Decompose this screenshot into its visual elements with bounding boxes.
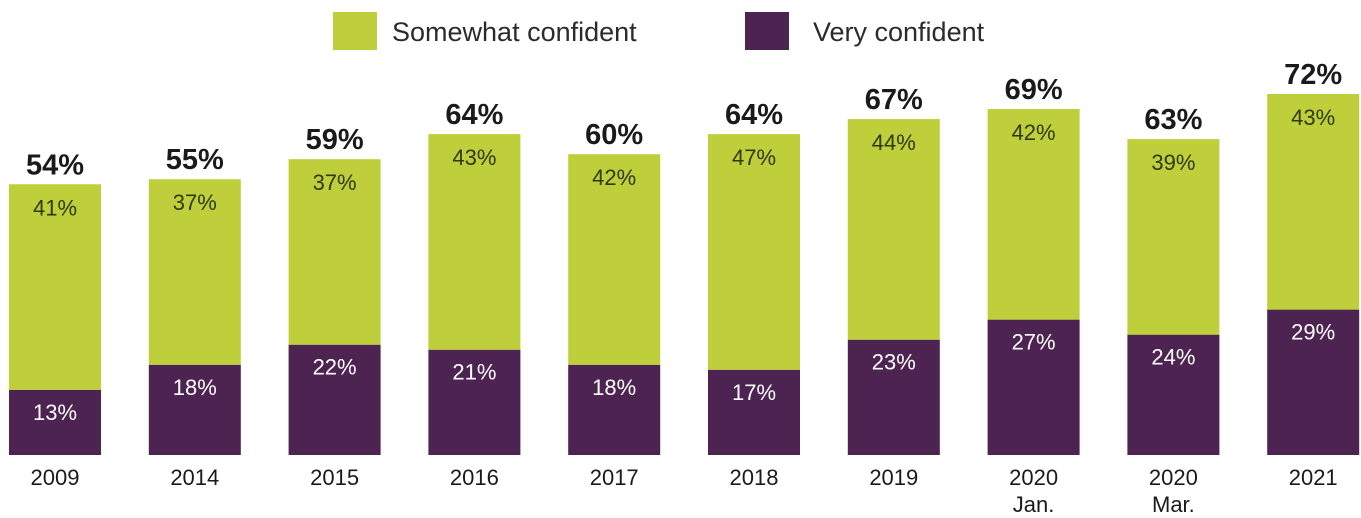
data-label-somewhat-confident: 37% (173, 190, 217, 215)
x-tick-label: 2020 (1149, 465, 1198, 490)
bar-somewhat-confident (288, 159, 381, 345)
total-label: 54% (26, 149, 84, 181)
data-label-somewhat-confident: 37% (313, 170, 357, 195)
total-label: 69% (1005, 74, 1063, 106)
x-tick-label: 2014 (170, 465, 219, 490)
x-tick-label: 2009 (31, 465, 80, 490)
total-label: 59% (306, 124, 364, 156)
bar-somewhat-confident (708, 134, 800, 370)
x-tick-label: 2021 (1289, 465, 1338, 490)
x-tick-label: Mar. (1152, 492, 1195, 517)
data-label-very-confident: 21% (452, 360, 496, 385)
bar-somewhat-confident (428, 134, 521, 350)
total-label: 60% (585, 119, 643, 151)
total-label: 67% (865, 84, 923, 116)
bars: 13% 41% 54% 18% 37% 55% 22% 37% 59% 21% 43% 64% 18% 4… (9, 59, 1360, 455)
total-label: 64% (445, 99, 503, 131)
data-label-very-confident: 24% (1151, 345, 1195, 370)
bar-somewhat-confident (9, 184, 101, 390)
bar-very-confident (987, 319, 1080, 455)
data-label-very-confident: 27% (1012, 330, 1056, 355)
bar-somewhat-confident (568, 154, 661, 365)
bar-somewhat-confident (148, 179, 241, 365)
bar-somewhat-confident (987, 109, 1080, 320)
data-label-very-confident: 17% (732, 380, 776, 405)
data-label-somewhat-confident: 42% (1012, 120, 1056, 145)
data-label-very-confident: 22% (313, 355, 357, 380)
data-label-very-confident: 13% (33, 400, 77, 425)
bar-somewhat-confident (1127, 139, 1220, 335)
legend-swatch-somewhat-confident (333, 12, 377, 50)
bar-very-confident (9, 389, 101, 455)
data-label-very-confident: 18% (592, 375, 636, 400)
data-label-somewhat-confident: 39% (1151, 150, 1195, 175)
legend-label-somewhat-confident: Somewhat confident (392, 17, 637, 47)
x-tick-label: Jan. (1013, 492, 1055, 517)
bar-somewhat-confident (847, 119, 940, 340)
data-label-somewhat-confident: 43% (1291, 105, 1335, 130)
bar-very-confident (847, 339, 940, 455)
data-label-very-confident: 23% (872, 350, 916, 375)
data-label-very-confident: 29% (1291, 320, 1335, 345)
data-label-somewhat-confident: 42% (592, 165, 636, 190)
data-label-very-confident: 18% (173, 375, 217, 400)
legend: Somewhat confident Very confident (333, 12, 985, 50)
bar-very-confident (1127, 334, 1220, 455)
total-label: 55% (166, 144, 224, 176)
bar-very-confident (288, 344, 381, 455)
x-tick-label: 2019 (869, 465, 918, 490)
x-tick-label: 2020 (1009, 465, 1058, 490)
total-label: 63% (1144, 104, 1202, 136)
bar-very-confident (708, 369, 800, 455)
total-label: 72% (1284, 59, 1342, 91)
data-label-somewhat-confident: 47% (732, 145, 776, 170)
x-tick-label: 2018 (730, 465, 779, 490)
data-label-somewhat-confident: 43% (452, 145, 496, 170)
data-label-somewhat-confident: 41% (33, 195, 77, 220)
total-label: 64% (725, 99, 783, 131)
legend-swatch-very-confident (745, 12, 789, 50)
x-axis-labels: 2009 2014 2015 2016 2017 2018 2019 2020Jan.2020… (31, 465, 1338, 517)
x-tick-label: 2015 (310, 465, 359, 490)
legend-label-very-confident: Very confident (813, 17, 985, 47)
bar-very-confident (568, 364, 661, 455)
data-label-somewhat-confident: 44% (872, 130, 916, 155)
bar-very-confident (1267, 309, 1360, 455)
x-tick-label: 2017 (590, 465, 639, 490)
bar-very-confident (428, 349, 521, 455)
x-tick-label: 2016 (450, 465, 499, 490)
bar-very-confident (148, 364, 241, 455)
bar-somewhat-confident (1267, 94, 1360, 310)
